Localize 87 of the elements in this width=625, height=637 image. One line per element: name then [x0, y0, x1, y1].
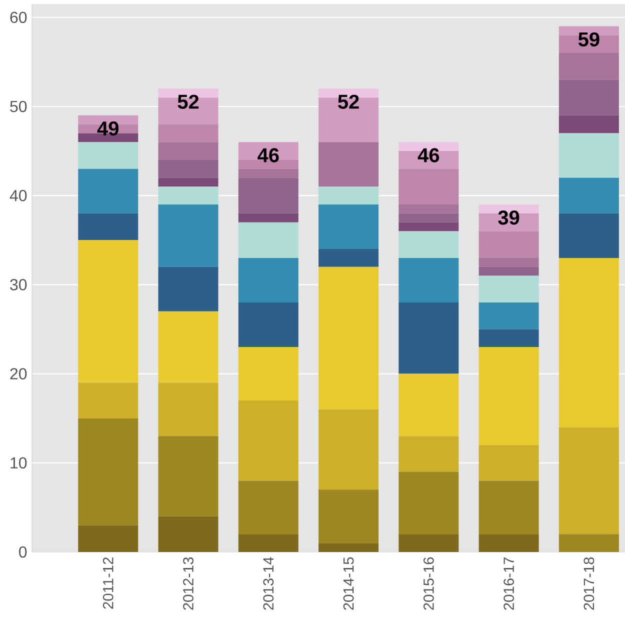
- bar: [318, 543, 379, 552]
- bar: [398, 436, 459, 472]
- bar: [478, 534, 539, 552]
- bar: [398, 231, 459, 258]
- bar: [238, 213, 298, 222]
- bar: [398, 204, 459, 214]
- y-tick-label: 10: [10, 457, 27, 469]
- bar: [78, 168, 138, 214]
- bar: [398, 222, 459, 232]
- bar: [398, 168, 459, 204]
- bar: [398, 374, 459, 436]
- bar: [158, 516, 218, 552]
- total-label: 46: [258, 148, 279, 162]
- bar: [158, 186, 218, 204]
- bar: [398, 534, 459, 552]
- bar: [238, 534, 298, 552]
- bar: [558, 80, 619, 116]
- bar: [158, 266, 218, 312]
- bar: [238, 480, 298, 534]
- bar: [478, 445, 539, 481]
- bar: [238, 302, 298, 348]
- bar: [558, 53, 619, 80]
- bar: [398, 258, 459, 303]
- x-tick-label: 2017-18: [584, 557, 594, 610]
- y-tick-label: 50: [10, 100, 27, 112]
- bar: [318, 186, 379, 204]
- y-tick-label: 20: [10, 368, 27, 380]
- bar: [558, 427, 619, 534]
- bar: [158, 436, 218, 516]
- x-tick-label: 2016-17: [504, 557, 514, 610]
- bar: [478, 231, 539, 258]
- y-tick-label: 40: [10, 190, 27, 202]
- bar: [158, 204, 218, 267]
- bar: [398, 302, 459, 374]
- bar: [238, 400, 298, 481]
- bar: [158, 160, 218, 178]
- bar: [78, 525, 138, 552]
- bar: [318, 409, 379, 490]
- bar: [478, 258, 539, 267]
- bar: [478, 347, 539, 446]
- bar: [318, 249, 379, 267]
- bar: [238, 347, 298, 401]
- bar: [558, 178, 619, 214]
- bar: [318, 142, 379, 187]
- bar: [158, 142, 218, 160]
- bar: [78, 142, 138, 169]
- bar: [558, 213, 619, 258]
- x-tick-label: 2012-13: [183, 557, 194, 610]
- total-label: 52: [178, 94, 199, 109]
- bar: [158, 382, 218, 436]
- bar: [478, 329, 539, 348]
- bar: [318, 266, 379, 410]
- bar: [318, 490, 379, 544]
- x-tick-label: 2014-15: [343, 557, 354, 610]
- bar: [478, 266, 539, 276]
- bar: [78, 418, 138, 526]
- y-tick-label: 30: [10, 279, 27, 290]
- bar: [158, 124, 218, 142]
- bar: [238, 258, 298, 303]
- bar: [238, 168, 298, 178]
- bar: [238, 222, 298, 258]
- bar: [158, 178, 218, 187]
- bar: [78, 382, 138, 418]
- x-tick-label: 2013-14: [263, 557, 274, 610]
- x-tick-label: 2011-12: [102, 557, 114, 609]
- bar: [398, 472, 459, 534]
- bar: [478, 276, 539, 303]
- bar: [158, 311, 218, 383]
- total-label: 52: [338, 94, 359, 109]
- bar: [478, 302, 539, 330]
- bar: [558, 133, 619, 178]
- total-label: 46: [418, 148, 440, 162]
- bar: [318, 204, 379, 250]
- bar: [78, 213, 138, 240]
- bar: [78, 240, 138, 383]
- bar: [558, 258, 619, 428]
- y-tick-label: 60: [10, 12, 27, 24]
- total-label: 49: [97, 121, 118, 136]
- bar: [238, 178, 298, 214]
- bar: [558, 534, 619, 552]
- bar: [558, 115, 619, 134]
- x-tick-label: 2015-16: [423, 557, 434, 610]
- y-tick-label: 0: [19, 546, 27, 558]
- bar: [398, 213, 459, 222]
- total-label: 39: [498, 210, 520, 225]
- bar: [478, 480, 539, 534]
- total-label: 59: [578, 32, 600, 46]
